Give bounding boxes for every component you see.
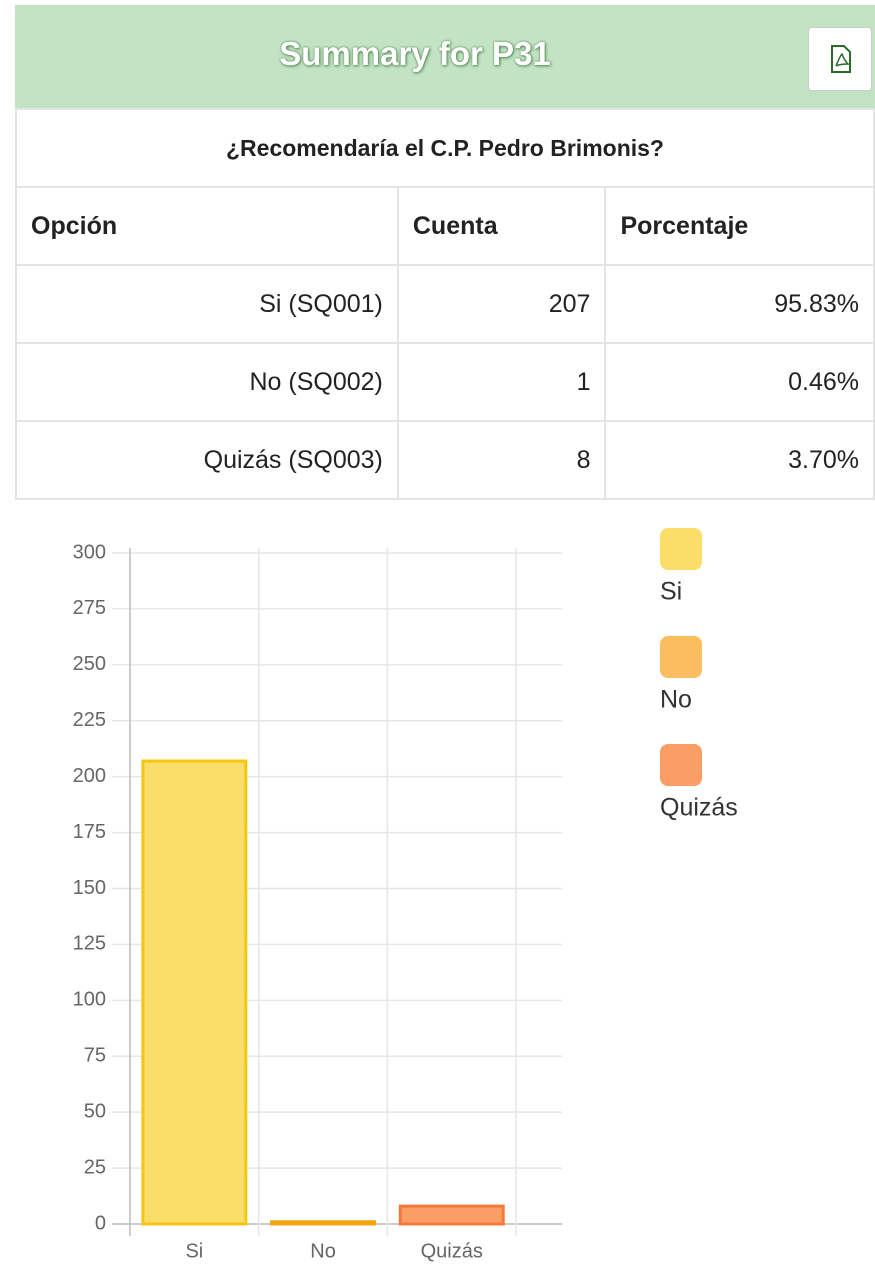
table-cell: No (SQ002) <box>15 342 399 422</box>
y-tick-label: 75 <box>84 1045 106 1067</box>
y-tick-label: 225 <box>73 709 106 731</box>
bar <box>270 1220 377 1226</box>
y-tick-label: 125 <box>73 933 106 955</box>
bar <box>141 759 248 1226</box>
column-header: Porcentaje <box>604 186 875 266</box>
y-tick-label: 200 <box>73 765 106 787</box>
x-tick-label: No <box>310 1240 336 1262</box>
y-tick-label: 0 <box>95 1212 106 1234</box>
table-cell: 1 <box>396 342 607 422</box>
y-tick-label: 25 <box>84 1156 106 1178</box>
header-row: Opción Cuenta Porcentaje <box>15 186 875 266</box>
table-cell: 207 <box>396 264 607 344</box>
column-header: Cuenta <box>396 186 607 266</box>
legend-label: Quizás <box>660 794 738 822</box>
y-tick-label: 300 <box>73 541 106 563</box>
table-cell: 95.83% <box>604 264 875 344</box>
table-row: No (SQ002) 1 0.46% <box>15 342 875 422</box>
table-cell: 8 <box>396 420 607 500</box>
summary-table: ¿Recomendaría el C.P. Pedro Brimonis? Op… <box>15 108 875 500</box>
table-cell: Si (SQ001) <box>15 264 399 344</box>
pdf-button[interactable] <box>808 27 872 91</box>
legend-label: No <box>660 686 692 714</box>
legend-swatch <box>660 636 702 678</box>
x-tick-label: Si <box>185 1240 203 1262</box>
y-tick-label: 150 <box>73 877 106 899</box>
legend-swatch <box>660 528 702 570</box>
table-row: Si (SQ001) 207 95.83% <box>15 264 875 344</box>
table-cell: 3.70% <box>604 420 875 500</box>
title: Summary for P31 <box>279 35 551 72</box>
legend-label: Si <box>660 578 682 606</box>
question: ¿Recomendaría el C.P. Pedro Brimonis? <box>15 108 875 188</box>
header: Summary for P31 <box>15 5 875 108</box>
table-cell: Quizás (SQ003) <box>15 420 399 500</box>
y-tick-label: 50 <box>84 1100 106 1122</box>
pdf-icon <box>831 45 851 73</box>
table-row: Quizás (SQ003) 8 3.70% <box>15 420 875 500</box>
y-tick-label: 250 <box>73 653 106 675</box>
legend-swatch <box>660 744 702 786</box>
bar <box>398 1204 505 1226</box>
y-tick-label: 275 <box>73 597 106 619</box>
y-tick-label: 100 <box>73 989 106 1011</box>
x-tick-label: Quizás <box>421 1240 483 1262</box>
table-cell: 0.46% <box>604 342 875 422</box>
column-header: Opción <box>15 186 399 266</box>
y-tick-label: 175 <box>73 821 106 843</box>
